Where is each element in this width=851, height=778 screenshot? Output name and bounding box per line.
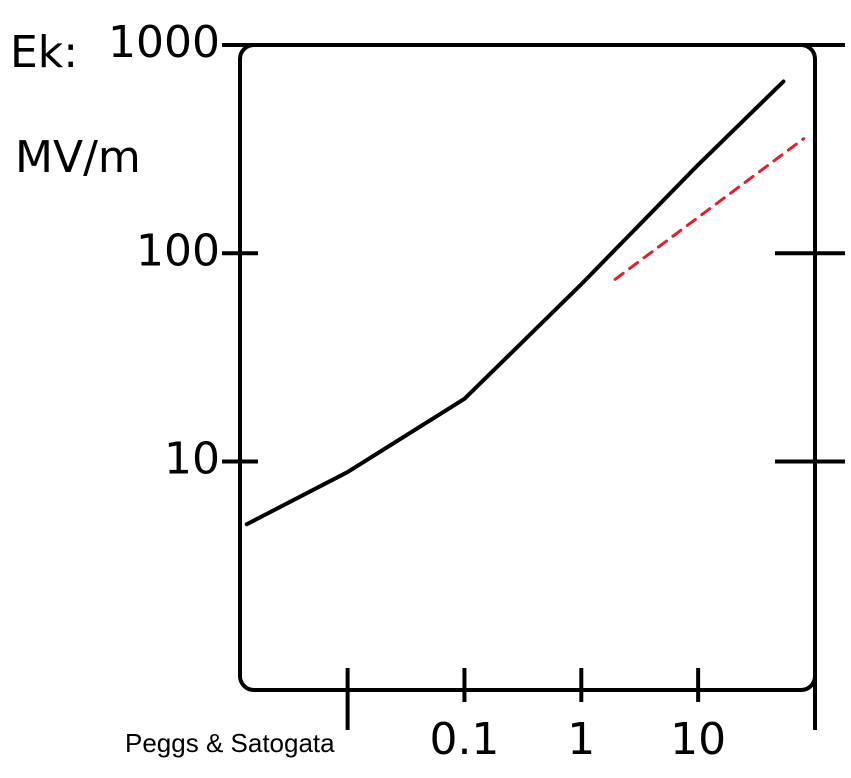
footer: Peggs & Satogata (125, 728, 335, 758)
data-line (244, 79, 786, 527)
x-tick-label: 1 (567, 714, 595, 765)
y-axis-symbol: Ek: (10, 27, 78, 78)
plot-frame (238, 43, 817, 692)
x-tick-label: 10 (670, 714, 726, 765)
y-tick-label: 10 (164, 434, 220, 485)
x-tick-label: 0.1 (429, 714, 499, 765)
y-axis-unit: MV/m (15, 132, 141, 183)
data-line (613, 137, 806, 281)
y-tick-label: 1000 (108, 17, 220, 68)
y-tick-label: 100 (136, 225, 220, 276)
